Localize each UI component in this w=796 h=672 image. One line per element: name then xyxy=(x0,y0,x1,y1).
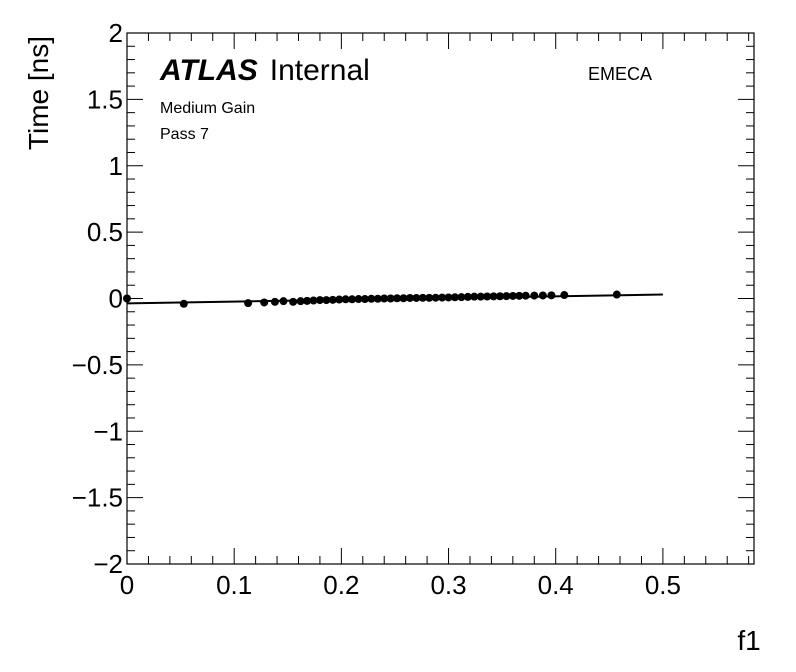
y-tick-label: −1.5 xyxy=(72,483,123,513)
data-point xyxy=(489,292,498,301)
data-points xyxy=(123,290,621,308)
data-point xyxy=(495,292,504,301)
data-point xyxy=(612,290,621,299)
data-point xyxy=(463,292,472,301)
x-tick-label: 0 xyxy=(120,570,134,600)
data-point xyxy=(418,293,427,302)
data-point xyxy=(341,295,350,304)
atlas-logo-text: ATLAS xyxy=(159,54,258,87)
data-point xyxy=(457,293,466,302)
data-point xyxy=(412,293,421,302)
data-point xyxy=(483,292,492,301)
data-point xyxy=(179,299,188,308)
data-point xyxy=(244,299,253,308)
gain-label: Medium Gain xyxy=(160,100,255,117)
x-axis-title: f1 xyxy=(737,625,760,656)
data-point xyxy=(328,295,337,304)
data-point xyxy=(367,294,376,303)
data-point xyxy=(560,291,569,300)
data-point xyxy=(470,292,479,301)
data-point xyxy=(373,294,382,303)
data-point xyxy=(303,296,312,305)
data-point xyxy=(315,296,324,305)
data-point xyxy=(309,296,318,305)
y-tick-label: −0.5 xyxy=(72,350,123,380)
x-tick-label: 0.2 xyxy=(323,570,359,600)
data-point xyxy=(405,293,414,302)
atlas-label: ATLAS Internal xyxy=(159,54,370,87)
y-tick-label: 0.5 xyxy=(87,217,123,247)
data-point xyxy=(322,296,331,305)
data-point xyxy=(502,292,511,301)
data-point xyxy=(530,291,539,300)
data-point xyxy=(538,291,547,300)
data-point xyxy=(547,291,556,300)
data-point xyxy=(260,298,269,307)
data-point xyxy=(425,293,434,302)
data-point xyxy=(348,295,357,304)
data-point xyxy=(380,294,389,303)
region-label: EMECA xyxy=(588,64,652,84)
data-point xyxy=(360,295,369,304)
data-point xyxy=(296,297,305,306)
pass-label: Pass 7 xyxy=(160,126,209,143)
data-point xyxy=(399,294,408,303)
data-point xyxy=(279,297,288,306)
data-point xyxy=(476,292,485,301)
data-point xyxy=(450,293,459,302)
data-point xyxy=(123,294,131,303)
data-point xyxy=(270,297,279,306)
y-tick-label: 1.5 xyxy=(87,84,123,114)
data-point xyxy=(508,291,517,300)
x-tick-label: 0.4 xyxy=(538,570,574,600)
tick-labels: 0 0.1 0.2 0.3 0.4 0.5 −2 −1.5 −1 −0.5 0 0.5 1 1.5 2 xyxy=(72,18,681,600)
x-tick-label: 0.5 xyxy=(645,570,681,600)
data-point xyxy=(386,294,395,303)
y-tick-label: −1 xyxy=(93,416,123,446)
data-point xyxy=(354,295,363,304)
y-tick-label: 1 xyxy=(109,151,123,181)
y-tick-label: 0 xyxy=(109,284,123,314)
y-tick-label: 2 xyxy=(109,18,123,48)
data-point xyxy=(444,293,453,302)
data-point xyxy=(515,291,524,300)
data-point xyxy=(521,291,530,300)
x-tick-label: 0.3 xyxy=(430,570,466,600)
y-axis-title: Time [ns] xyxy=(23,36,54,150)
data-point xyxy=(431,293,440,302)
y-tick-label: −2 xyxy=(93,549,123,579)
axis-ticks xyxy=(126,32,754,565)
data-point xyxy=(393,294,402,303)
data-point xyxy=(335,295,344,304)
x-tick-label: 0.1 xyxy=(216,570,252,600)
data-point xyxy=(438,293,447,302)
data-point xyxy=(289,297,298,306)
internal-text: Internal xyxy=(270,54,370,87)
